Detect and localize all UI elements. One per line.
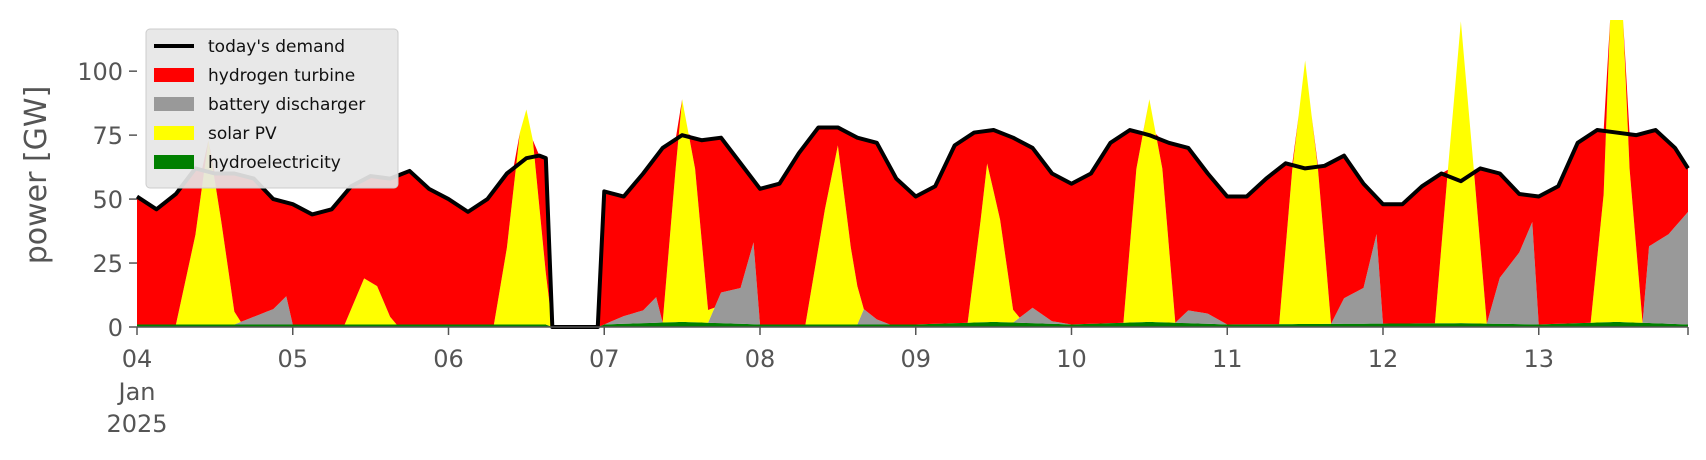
- hydroelectricity-legend-swatch: [154, 155, 194, 169]
- x-tick-label: 08: [745, 345, 776, 373]
- y-tick-label: 100: [77, 58, 123, 86]
- todays-demand-line: [135, 125, 1690, 329]
- y-tick-label: 0: [108, 314, 123, 342]
- y-tick-label: 50: [92, 186, 123, 214]
- x-tick-sublabel: 2025: [106, 410, 167, 438]
- y-axis-title: power [GW]: [19, 86, 54, 265]
- legend-box: [145, 28, 399, 189]
- solar-pv-legend-label: solar PV: [208, 124, 277, 144]
- hydrogen-turbine-legend-label: hydrogen turbine: [208, 66, 355, 86]
- hydrogen-turbine-legend-swatch: [154, 68, 194, 82]
- x-tick-label: 10: [1056, 345, 1087, 373]
- x-tick-label: 13: [1523, 345, 1554, 373]
- plot-lines: [135, 125, 1690, 329]
- x-tick-label: 12: [1368, 345, 1399, 373]
- battery-discharger-area: [137, 211, 1688, 327]
- battery-discharger-legend-swatch: [154, 97, 194, 111]
- x-tick-label: 05: [277, 345, 308, 373]
- legend: today's demand hydrogen turbine battery di…: [145, 28, 399, 189]
- plot-areas: [137, 20, 1688, 327]
- x-tick-label: 04: [122, 345, 153, 373]
- solar-pv-area: [137, 20, 1688, 327]
- x-tick-label: 09: [900, 345, 931, 373]
- hydrogen-turbine-area: [137, 20, 1688, 327]
- y-tick-label: 75: [92, 122, 123, 150]
- x-tick-label: 06: [433, 345, 464, 373]
- today-s-demand-legend-label: today's demand: [208, 37, 345, 57]
- x-tick-sublabel: Jan: [117, 378, 156, 406]
- x-tick-label: 07: [589, 345, 620, 373]
- hydroelectricity-legend-label: hydroelectricity: [208, 153, 341, 173]
- battery-discharger-legend-label: battery discharger: [208, 95, 365, 115]
- axes: 0 25 50 75 100 04 Jan 2025 05 06 07 08 09 10 11 12 13: [77, 58, 1689, 438]
- y-tick-label: 25: [92, 250, 123, 278]
- solar-pv-legend-swatch: [154, 126, 194, 140]
- x-tick-label: 11: [1212, 345, 1243, 373]
